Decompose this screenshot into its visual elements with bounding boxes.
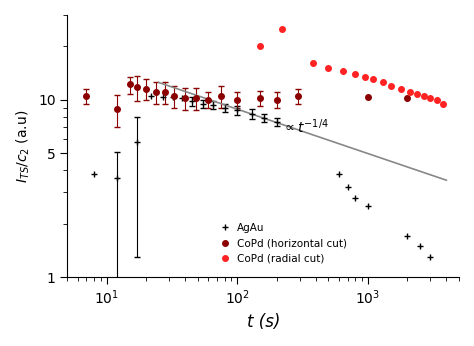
CoPd (radial cut) [352, 72, 358, 76]
AgAu [201, 101, 206, 106]
AgAu [404, 234, 410, 238]
CoPd (radial cut) [380, 80, 385, 84]
CoPd (radial cut) [407, 90, 413, 94]
CoPd (radial cut) [362, 74, 368, 79]
CoPd (horizontal cut) [172, 94, 177, 98]
AgAu [249, 112, 255, 116]
AgAu [180, 96, 185, 100]
CoPd (radial cut) [310, 61, 316, 65]
CoPd (radial cut) [434, 98, 440, 102]
CoPd (horizontal cut) [234, 98, 240, 102]
CoPd (horizontal cut) [154, 90, 159, 94]
Line: AgAu: AgAu [91, 92, 434, 260]
CoPd (radial cut) [370, 78, 376, 82]
CoPd (radial cut) [279, 27, 285, 31]
AgAu [114, 176, 120, 180]
CoPd (horizontal cut) [182, 96, 188, 100]
CoPd (horizontal cut) [114, 107, 120, 111]
CoPd (horizontal cut) [193, 96, 199, 100]
CoPd (horizontal cut) [127, 82, 133, 86]
CoPd (radial cut) [441, 101, 447, 106]
CoPd (horizontal cut) [404, 96, 410, 100]
CoPd (horizontal cut) [205, 98, 211, 102]
AgAu [427, 255, 433, 259]
Line: CoPd (horizontal cut): CoPd (horizontal cut) [84, 82, 410, 112]
CoPd (radial cut) [257, 44, 263, 48]
CoPd (radial cut) [388, 83, 393, 88]
CoPd (horizontal cut) [162, 90, 168, 94]
CoPd (radial cut) [421, 94, 427, 98]
CoPd (radial cut) [326, 66, 331, 71]
AgAu [222, 106, 228, 110]
AgAu [134, 139, 140, 144]
AgAu [91, 172, 97, 176]
CoPd (radial cut) [398, 87, 404, 91]
AgAu [261, 116, 267, 120]
CoPd (radial cut) [415, 92, 420, 96]
CoPd (horizontal cut) [143, 87, 149, 91]
AgAu [210, 103, 216, 107]
AgAu [352, 195, 358, 200]
CoPd (horizontal cut) [295, 94, 301, 98]
AgAu [160, 95, 166, 99]
X-axis label: t (s): t (s) [246, 313, 280, 331]
AgAu [148, 94, 154, 98]
CoPd (radial cut) [340, 69, 346, 73]
CoPd (horizontal cut) [257, 96, 263, 100]
Text: $\propto t^{-1/4}$: $\propto t^{-1/4}$ [282, 117, 329, 136]
CoPd (horizontal cut) [365, 95, 371, 99]
Line: CoPd (radial cut): CoPd (radial cut) [257, 26, 446, 106]
AgAu [345, 185, 350, 190]
AgAu [336, 172, 342, 176]
AgAu [189, 99, 195, 103]
CoPd (horizontal cut) [83, 94, 89, 98]
AgAu [234, 108, 240, 112]
AgAu [365, 204, 371, 209]
CoPd (horizontal cut) [134, 85, 140, 89]
Y-axis label: $I_{TS}/c_2$ (a.u): $I_{TS}/c_2$ (a.u) [15, 109, 32, 183]
CoPd (horizontal cut) [273, 98, 279, 102]
CoPd (horizontal cut) [218, 94, 224, 98]
AgAu [417, 244, 422, 248]
AgAu [273, 120, 279, 124]
AgAu [170, 94, 175, 99]
Legend: AgAu, CoPd (horizontal cut), CoPd (radial cut): AgAu, CoPd (horizontal cut), CoPd (radia… [216, 220, 350, 266]
CoPd (radial cut) [427, 96, 433, 100]
